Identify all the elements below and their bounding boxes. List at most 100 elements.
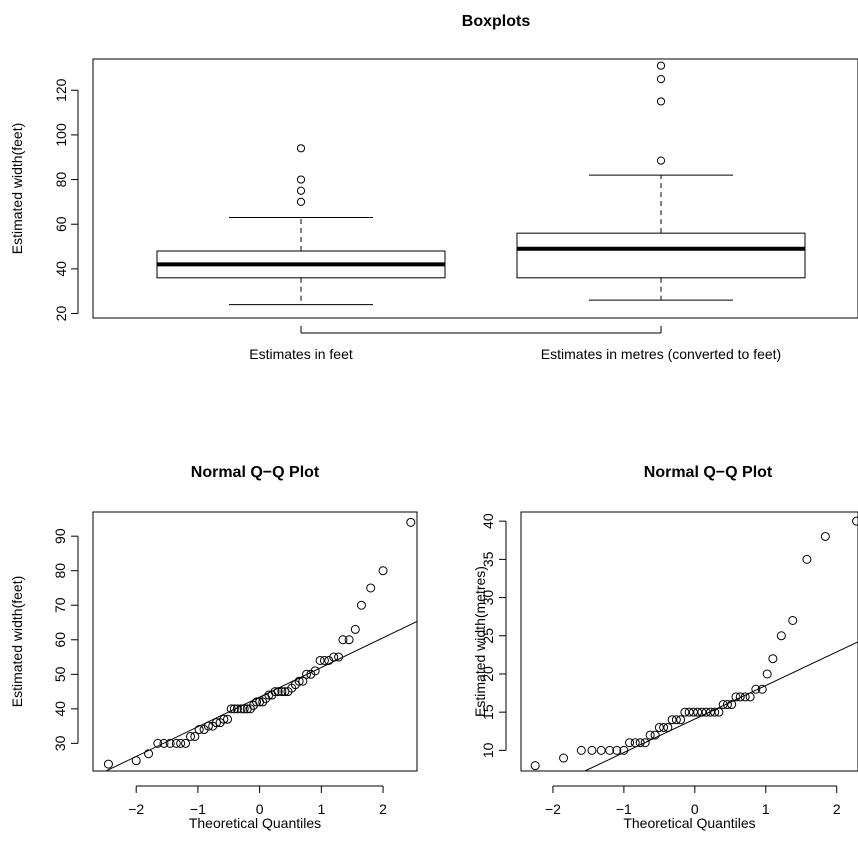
qq-point [219,714,229,724]
qq-point [671,715,681,725]
qq-point [705,707,715,717]
qq-point [366,583,376,593]
qq-point [619,745,629,755]
qq-y-tick-label: 20 [480,666,496,682]
qq-y-tick-label: 70 [52,597,68,613]
qq-point [625,738,635,748]
qq-point [762,669,772,679]
qq-point [693,707,703,717]
qq-point [229,704,239,714]
qq-point [680,707,690,717]
outlier-point [296,186,306,195]
qq-point [667,715,677,725]
qq-point [273,687,283,697]
qq-point [378,566,388,576]
qq-point [186,731,196,741]
qq-y-axis-label: Estimated width(metres) [472,566,488,717]
qq-point [688,707,698,717]
qq-y-tick-label: 10 [480,742,496,758]
qq-point [663,722,673,732]
qq-point [740,692,750,702]
qq-point [211,718,221,728]
qq-point [635,738,645,748]
qq-point [722,700,732,710]
qq-x-tick-label: 2 [379,801,387,817]
qq-point [718,700,728,710]
boxplot-x-tick-label: Estimates in metres (converted to feet) [541,346,781,362]
qq-y-tick-label: 30 [480,590,496,606]
qq-point [727,700,737,710]
qq-point [176,738,186,748]
qq-x-tick-label: −1 [190,801,206,817]
qq-point [165,738,175,748]
qq-point [576,745,586,755]
qq-point [350,624,360,634]
qq-plot-frame [520,511,858,772]
qq-y-axis-label: Estimated width(feet) [9,576,25,708]
qq-point [559,753,569,763]
qq-point [232,704,242,714]
box-2 [516,61,806,301]
outlier-point [656,156,666,165]
boxplot-x-tick-label: Estimates in feet [249,346,353,362]
qq-point [171,738,181,748]
qq-point [356,600,366,610]
qq-point [788,615,798,625]
qq-point [338,635,348,645]
qq-point [159,738,169,748]
qq-point [852,516,858,526]
qq-point [697,707,707,717]
qq-point [315,655,325,665]
boxplot-plot-frame [92,58,858,319]
qq-point [226,704,236,714]
qq-y-tick-label: 50 [52,666,68,682]
box-iqr [516,232,806,279]
qq-point [144,749,154,759]
boxplot-y-tick-label: 120 [53,78,69,102]
qq-reference-line [584,641,858,771]
qq-y-tick-label: 90 [52,528,68,544]
boxplot-y-tick-label: 20 [53,306,69,322]
qq-point [587,745,597,755]
qq-x-tick-label: 0 [256,801,264,817]
qq-point [223,714,233,724]
qq-point [131,756,141,766]
qq-title: Normal Q−Q Plot [191,464,320,481]
qq-point [103,759,113,769]
boxplot-title: Boxplots [462,13,531,30]
qq-point [194,725,204,735]
qq-y-tick-label: 80 [52,563,68,579]
qq-point [731,692,741,702]
qq-point [630,738,640,748]
outlier-point [656,97,666,106]
qq-point [676,715,686,725]
qq-y-tick-label: 40 [480,513,496,529]
boxplot-y-axis-label: Estimated width(feet) [9,123,25,255]
qq-point [714,707,724,717]
qq-point [596,745,606,755]
qq-point [190,731,200,741]
qq-point [294,676,304,686]
qq-x-tick-label: −2 [545,801,561,817]
qq-point [261,693,271,703]
qq-point [298,676,308,686]
boxplot-y-tick-label: 100 [53,123,69,147]
qq-point [329,652,339,662]
qq-reference-line [104,621,417,771]
qq-point [239,704,249,714]
qq-point [302,669,312,679]
qq-x-tick-label: 1 [762,801,770,817]
boxplot-y-tick-label: 80 [53,172,69,188]
qq-point [640,738,650,748]
qq-point [181,738,191,748]
outlier-point [296,175,306,184]
qq-point [612,745,622,755]
outlier-point [656,61,666,70]
boxplot-y-tick-label: 40 [53,261,69,277]
qq-point [270,687,280,697]
qq-x-tick-label: −1 [616,801,632,817]
qq-point [776,631,786,641]
qq-point [248,700,258,710]
qq-point [701,707,711,717]
